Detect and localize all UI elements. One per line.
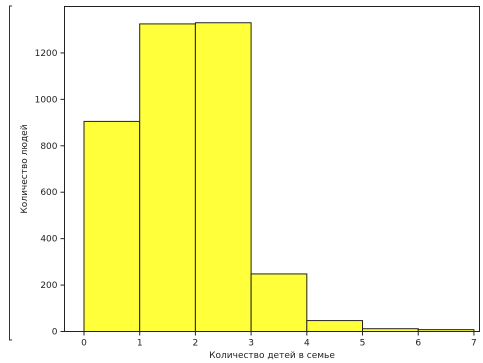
bars-group xyxy=(83,22,475,333)
y-tick-label: 1200 xyxy=(35,49,58,59)
y-tick-label: 400 xyxy=(40,235,57,245)
y-tick-label: 800 xyxy=(40,142,57,152)
y-tick-label: 200 xyxy=(40,281,57,291)
plot-frame xyxy=(64,6,480,332)
y-axis-ticks: 0 200 400 600 800 1000 1200 xyxy=(35,49,65,338)
x-tick-label: 2 xyxy=(193,339,199,349)
histogram-bar xyxy=(250,273,308,332)
x-tick-label: 0 xyxy=(81,339,87,349)
x-axis-ticks: 0 1 2 3 4 5 6 7 xyxy=(81,331,477,349)
x-tick-label: 4 xyxy=(304,339,310,349)
y-tick-label: 0 xyxy=(52,328,58,338)
histogram-bar xyxy=(306,320,364,333)
histogram-bar xyxy=(194,22,252,332)
x-tick-label: 5 xyxy=(360,339,366,349)
x-tick-label: 7 xyxy=(471,339,477,349)
histogram-bar xyxy=(83,120,141,332)
y-tick-label: 1000 xyxy=(35,95,58,105)
x-tick-label: 3 xyxy=(248,339,254,349)
y-tick-label: 600 xyxy=(40,188,57,198)
x-tick-label: 1 xyxy=(137,339,143,349)
x-axis-label: Количество детей в семье xyxy=(209,351,335,361)
y-axis-label: Количество людей xyxy=(20,124,30,213)
x-tick-label: 6 xyxy=(415,339,421,349)
histogram-bar xyxy=(139,23,196,333)
